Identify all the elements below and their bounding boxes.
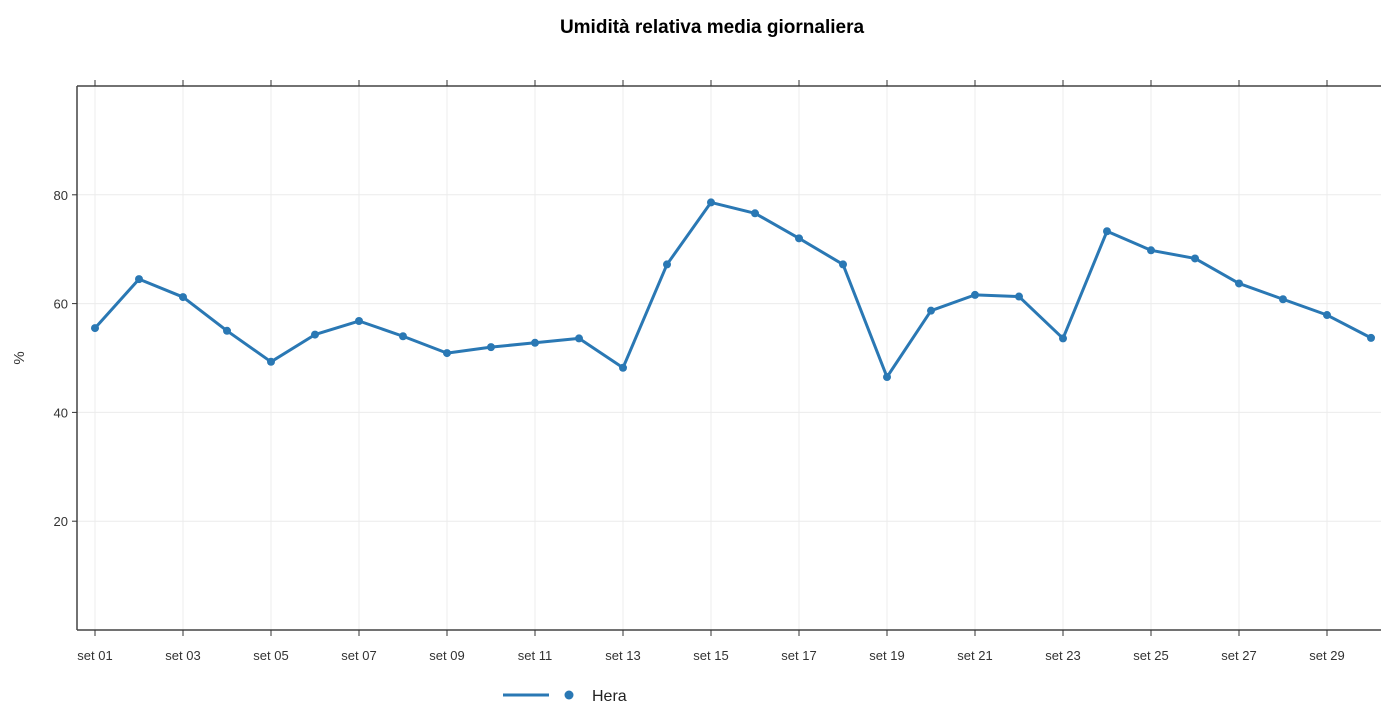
data-point xyxy=(883,373,891,382)
x-tick-label: set 01 xyxy=(77,648,112,663)
data-point xyxy=(399,332,407,341)
data-point xyxy=(487,343,495,352)
y-tick-label: 20 xyxy=(54,514,68,529)
data-point xyxy=(795,234,803,243)
x-tick-label: set 05 xyxy=(253,648,288,663)
x-tick-label: set 11 xyxy=(518,648,552,663)
y-axis-label: % xyxy=(11,351,28,364)
x-tick-label: set 19 xyxy=(869,648,904,663)
x-tick-label: set 21 xyxy=(957,648,992,663)
data-point xyxy=(1367,333,1375,342)
data-point xyxy=(1015,292,1023,301)
legend-marker xyxy=(564,690,574,700)
axes xyxy=(76,85,1381,631)
data-point xyxy=(619,363,627,372)
data-point xyxy=(135,275,143,284)
grid xyxy=(77,86,1381,630)
data-point xyxy=(1323,311,1331,320)
ticks: 20 40 60 80 set 01 set 03 set 05 set 07 set 09 se… xyxy=(54,80,1345,663)
data-point xyxy=(707,198,715,207)
series-group xyxy=(91,198,1375,382)
x-tick-label: set 27 xyxy=(1221,648,1256,663)
data-point xyxy=(971,290,979,299)
y-tick-label: 40 xyxy=(54,405,68,420)
data-point xyxy=(1191,254,1199,263)
x-tick-label: set 23 xyxy=(1045,648,1080,663)
y-tick-label: 60 xyxy=(54,297,68,312)
x-tick-label: set 25 xyxy=(1133,648,1168,663)
legend-label-hera: Hera xyxy=(592,688,627,704)
data-point xyxy=(443,349,451,358)
legend: Hera xyxy=(503,688,627,704)
data-point xyxy=(531,338,539,347)
x-tick-label: set 13 xyxy=(605,648,640,663)
data-point xyxy=(751,209,759,218)
data-point xyxy=(663,260,671,269)
series-line-0 xyxy=(93,200,1373,379)
data-point xyxy=(91,324,99,333)
x-tick-label: set 17 xyxy=(781,648,816,663)
data-point xyxy=(223,326,231,335)
data-point xyxy=(1103,227,1111,236)
x-tick-label: set 15 xyxy=(693,648,728,663)
x-tick-label: set 03 xyxy=(165,648,200,663)
data-point xyxy=(1059,334,1067,343)
data-point xyxy=(575,334,583,343)
y-tick-label: 80 xyxy=(54,188,68,203)
data-point xyxy=(311,330,319,339)
chart-title: Umidità relativa media giornaliera xyxy=(560,17,865,38)
data-point xyxy=(179,293,187,302)
x-tick-label: set 09 xyxy=(429,648,464,663)
data-point xyxy=(839,260,847,269)
data-point xyxy=(1235,279,1243,288)
x-tick-label: set 29 xyxy=(1309,648,1344,663)
data-point xyxy=(267,357,275,366)
data-point xyxy=(355,317,363,326)
data-point xyxy=(927,306,935,315)
data-point xyxy=(1147,246,1155,255)
x-tick-label: set 07 xyxy=(341,648,376,663)
data-point xyxy=(1279,295,1287,304)
